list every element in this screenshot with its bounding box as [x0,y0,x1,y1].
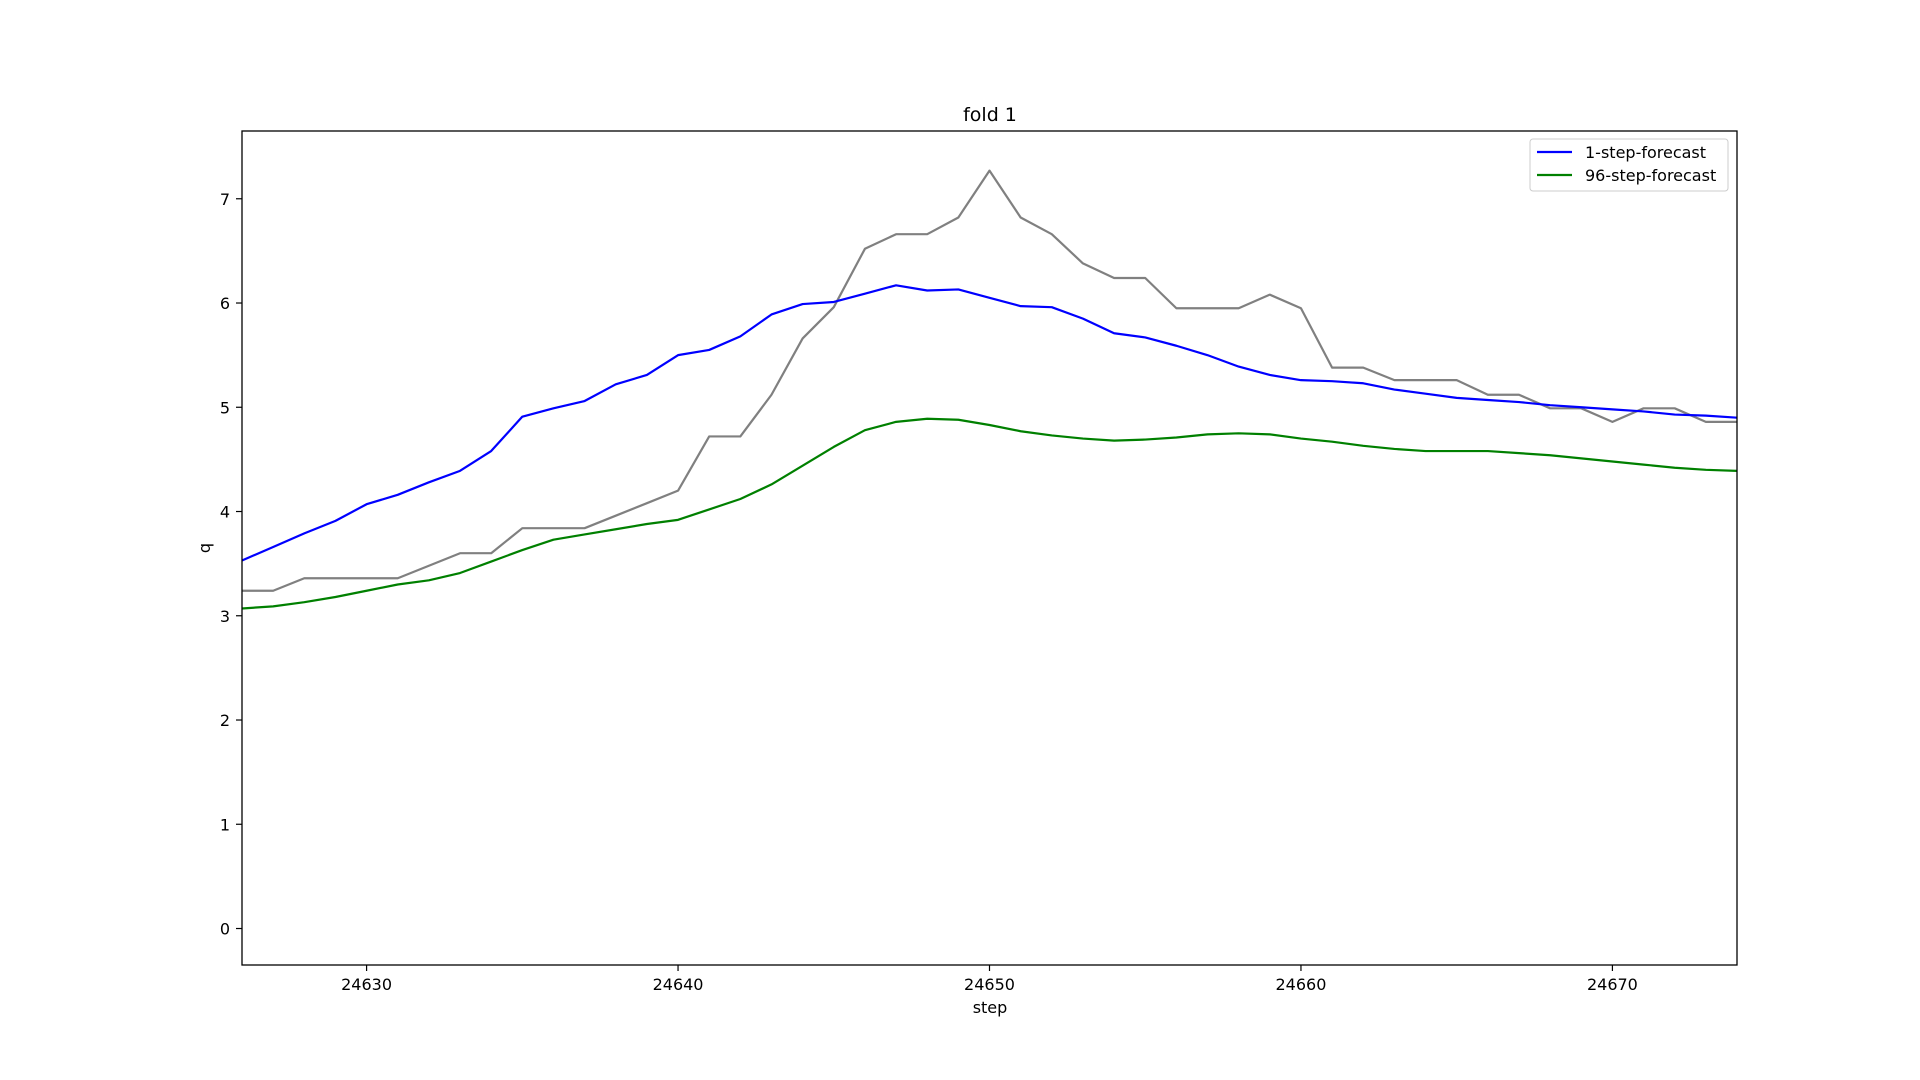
x-tick-label: 24670 [1587,975,1638,994]
x-axis-label: step [973,998,1008,1017]
series-layer [241,169,1738,610]
chart-title: fold 1 [963,104,1017,126]
x-tick-label: 24660 [1276,975,1327,994]
series-line-96-step-forecast [241,417,1738,610]
series-line-unlabeled [242,169,1737,592]
x-tick-label: 24650 [964,975,1015,994]
y-axis: 0 1 2 3 4 5 6 7 [220,190,242,939]
y-tick-label: 7 [220,190,230,209]
legend-label-96-step-forecast: 96-step-forecast [1585,166,1716,185]
y-tick-label: 2 [220,711,230,730]
x-tick-label: 24630 [341,975,392,994]
legend-frame [1529,138,1729,192]
y-tick-label: 5 [220,398,230,417]
x-tick-label: 24640 [653,975,704,994]
series-line-1-step-forecast [241,284,1738,562]
y-tick-label: 6 [220,294,230,313]
legend-label-1-step-forecast: 1-step-forecast [1585,143,1706,162]
y-tick-label: 4 [220,503,230,522]
y-tick-label: 0 [220,920,230,939]
y-axis-label: q [195,543,214,553]
x-axis: 24630 24640 24650 24660 24670 [341,965,1638,994]
y-tick-label: 3 [220,607,230,626]
legend: 1-step-forecast 96-step-forecast [1529,138,1729,192]
y-tick-label: 1 [220,815,230,834]
